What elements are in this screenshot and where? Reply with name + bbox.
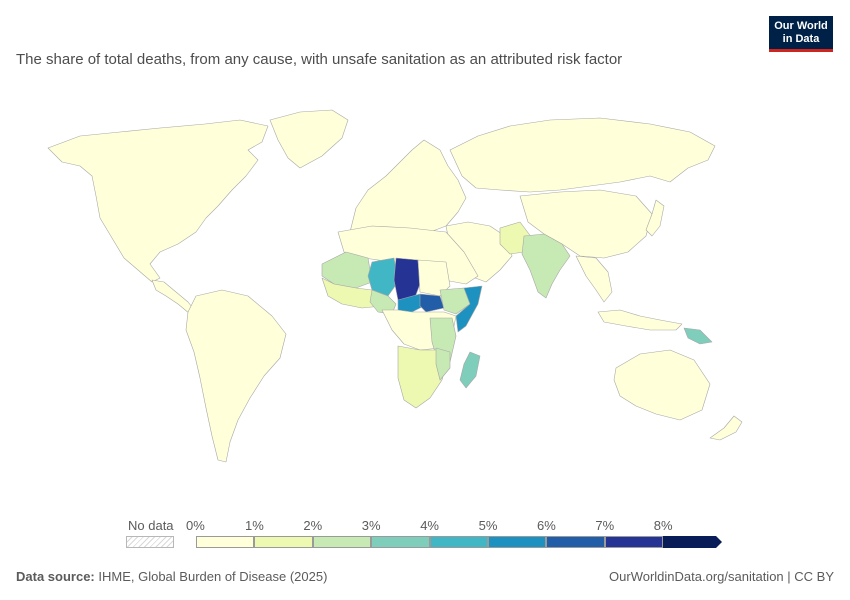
region-australia[interactable] bbox=[613, 349, 711, 421]
region-south-sudan[interactable] bbox=[419, 293, 445, 313]
legend-tick-label: 5% bbox=[478, 518, 498, 533]
legend-tick-label: 7% bbox=[595, 518, 615, 533]
world-map[interactable] bbox=[0, 100, 850, 475]
region-madagascar[interactable] bbox=[459, 351, 481, 389]
logo-line-2: in Data bbox=[782, 33, 820, 45]
legend-tick-label: 2% bbox=[303, 518, 323, 533]
legend-bin[interactable] bbox=[371, 536, 430, 548]
legend-no-data-label: No data bbox=[128, 518, 174, 533]
logo-line-1: Our World bbox=[774, 20, 828, 32]
region-new-zealand[interactable] bbox=[709, 415, 743, 441]
legend-bin[interactable] bbox=[604, 536, 664, 548]
region-japan[interactable] bbox=[645, 199, 665, 237]
region-india[interactable] bbox=[521, 233, 571, 299]
region-ethiopia[interactable] bbox=[439, 287, 471, 315]
region-south-america[interactable] bbox=[185, 289, 287, 463]
legend-tick-label: 0% bbox=[186, 518, 205, 533]
legend-bin[interactable] bbox=[488, 536, 547, 548]
region-somalia[interactable] bbox=[455, 285, 483, 333]
legend-bin[interactable] bbox=[429, 536, 488, 548]
region-papua-new-guinea[interactable] bbox=[683, 327, 713, 345]
chart-title: The share of total deaths, from any caus… bbox=[16, 51, 623, 68]
data-source: Data source: IHME, Global Burden of Dise… bbox=[16, 569, 327, 584]
color-legend: No data 0% 1% 2% 3% 4% 5% 6% 7% 8% bbox=[0, 515, 850, 555]
data-source-text: IHME, Global Burden of Disease (2025) bbox=[98, 569, 328, 584]
legend-arrow-icon bbox=[715, 536, 722, 548]
legend-tick-label: 8% bbox=[653, 518, 673, 533]
legend-bin[interactable] bbox=[663, 536, 716, 548]
region-mali[interactable] bbox=[321, 251, 373, 289]
legend-tick-label: 3% bbox=[361, 518, 381, 533]
region-mozambique[interactable] bbox=[435, 347, 451, 381]
data-source-label: Data source: bbox=[16, 569, 95, 584]
region-russia[interactable] bbox=[449, 117, 716, 193]
region-southeast-asia[interactable] bbox=[575, 255, 613, 303]
legend-bin[interactable] bbox=[312, 536, 372, 548]
legend-no-data-swatch[interactable] bbox=[126, 536, 174, 548]
region-central-african-republic[interactable] bbox=[397, 293, 425, 313]
legend-bin[interactable] bbox=[546, 536, 605, 548]
region-indonesia[interactable] bbox=[597, 309, 683, 331]
region-southern-africa[interactable] bbox=[397, 345, 447, 409]
region-north-america[interactable] bbox=[47, 119, 269, 283]
owid-logo[interactable]: Our World in Data bbox=[769, 16, 833, 52]
region-chad[interactable] bbox=[393, 257, 421, 301]
legend-tick-label: 6% bbox=[536, 518, 556, 533]
footer-link[interactable]: OurWorldinData.org/sanitation | CC BY bbox=[609, 569, 834, 584]
legend-tick-label: 4% bbox=[420, 518, 439, 533]
region-greenland[interactable] bbox=[269, 109, 349, 169]
legend-tick-label: 1% bbox=[244, 518, 264, 533]
legend-bin[interactable] bbox=[254, 536, 313, 548]
legend-bin[interactable] bbox=[196, 536, 255, 548]
